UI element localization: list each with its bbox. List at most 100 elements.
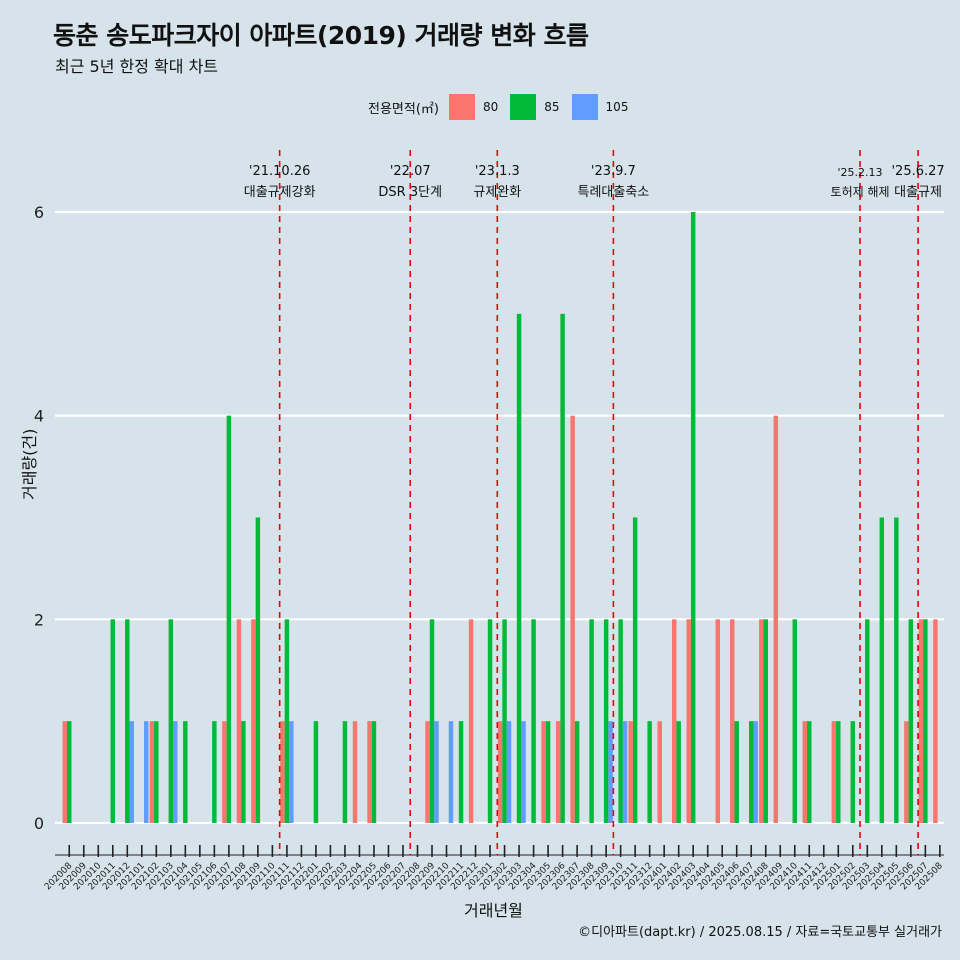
legend-swatch-85 [510, 94, 537, 120]
bar-80-202302 [497, 721, 503, 823]
y-tick-label: 0 [34, 814, 44, 833]
bar-85-202104 [183, 721, 188, 823]
bar-85-202201 [313, 721, 319, 823]
event-label: 특례대출축소 [577, 185, 649, 200]
bar-85-202407 [749, 721, 754, 823]
bar-85-202501 [836, 721, 841, 823]
bar-85-202506 [908, 619, 914, 823]
bar-85-202109 [255, 517, 261, 823]
legend-label-105: 105 [605, 100, 629, 114]
source-caption: ©디아파트(dapt.kr) / 2025.08.15 / 자료=국토교통부 실… [578, 925, 942, 940]
bar-80-202212 [468, 619, 474, 823]
bar-85-202309 [603, 619, 609, 823]
legend-label-85: 85 [544, 100, 560, 114]
bar-80-202305 [541, 721, 546, 823]
y-tick-label: 6 [34, 203, 44, 222]
bar-80-202204 [352, 721, 358, 823]
event-label: 대출규제강화 [244, 185, 316, 200]
bar-85-202503 [865, 619, 870, 823]
legend-label-80: 80 [482, 100, 499, 114]
bar-85-202406 [734, 721, 739, 823]
legend-item-80: 80 [448, 94, 499, 120]
bar-105-202101 [144, 721, 149, 823]
bar-85-202305 [545, 721, 551, 823]
event-label: 규제완화 [473, 185, 521, 200]
chart-title: 동춘 송도파크자이 아파트(2019) 거래량 변화 흐름 [53, 21, 589, 50]
legend-swatch-105 [571, 94, 598, 120]
bar-85-202403 [690, 212, 696, 823]
bar-80-202401 [657, 721, 662, 823]
bar-80-202408 [759, 619, 764, 823]
bar-85-202505 [894, 517, 899, 823]
x-axis: 2020082020092020102020112020122021012021… [43, 845, 945, 892]
event-date: '21.10.26 [249, 164, 310, 179]
bar-85-202411 [807, 721, 812, 823]
y-tick-label: 4 [34, 407, 44, 426]
bar-85-202312 [647, 721, 652, 823]
bar-80-202507 [918, 619, 924, 823]
bar-85-202108 [241, 721, 246, 823]
bar-85-202111 [284, 619, 290, 823]
bars [62, 212, 938, 823]
chart-subtitle: 최근 5년 한정 확대 차트 [55, 57, 219, 76]
bar-85-202211 [458, 721, 464, 823]
bar-80-202209 [425, 721, 430, 823]
bar-85-202310 [618, 619, 623, 823]
bar-80-202311 [628, 721, 633, 823]
bar-85-202311 [632, 517, 638, 823]
event-label: 대출규제 [894, 185, 942, 200]
bar-80-202111 [280, 721, 285, 823]
bar-85-202008 [67, 721, 72, 823]
bar-80-202402 [672, 619, 677, 823]
bar-105-202302 [506, 721, 512, 823]
bar-85-202307 [574, 721, 580, 823]
bar-85-202402 [676, 721, 681, 823]
bar-85-202502 [850, 721, 856, 823]
legend: 전용면적(㎡) 80 85 105 [368, 93, 640, 121]
bar-80-202008 [62, 721, 68, 823]
bar-85-202209 [429, 619, 435, 823]
bar-85-202203 [342, 721, 348, 823]
bar-80-202205 [367, 721, 372, 823]
legend-title: 전용면적(㎡) [368, 101, 439, 117]
bar-85-202302 [502, 619, 507, 823]
bar-80-202506 [904, 721, 909, 823]
legend-item-85: 85 [510, 94, 560, 120]
y-axis-label: 거래량(건) [20, 428, 39, 500]
event-date: '23.1.3 [475, 164, 520, 179]
event-date: '25.2.13 [838, 166, 883, 179]
bar-80-202107 [222, 721, 227, 823]
bar-85-202410 [792, 619, 797, 823]
bar-80-202406 [730, 619, 735, 823]
bar-105-202407 [753, 721, 758, 823]
bar-80-202102 [149, 721, 155, 823]
event-date: '25.6.27 [891, 164, 944, 179]
bar-105-202209 [434, 721, 439, 823]
bar-85-202107 [226, 415, 232, 823]
bar-80-202109 [251, 619, 256, 823]
bar-85-202011 [110, 619, 116, 823]
bar-85-202306 [560, 313, 565, 823]
bar-85-202205 [371, 721, 377, 823]
y-tick-label: 2 [34, 610, 44, 629]
event-label: 토허제 해제 [831, 185, 890, 199]
bar-105-202210 [448, 721, 454, 823]
bar-85-202303 [516, 313, 522, 823]
bar-105-202303 [521, 721, 526, 823]
bar-105-202310 [622, 721, 628, 823]
legend-swatch-80 [448, 94, 475, 120]
bar-85-202507 [923, 619, 928, 823]
bar-105-202309 [608, 721, 613, 823]
event-date: '22.07 [390, 164, 431, 179]
bar-105-202012 [129, 721, 134, 823]
bar-80-202405 [715, 619, 720, 823]
bar-80-202403 [686, 619, 691, 823]
event-label: DSR 3단계 [378, 185, 442, 200]
bar-80-202409 [773, 415, 779, 823]
event-lines: '21.10.26 대출규제강화 '22.07 DSR 3단계 '23.1.3 규제완화 '… [244, 150, 945, 855]
bar-80-202501 [831, 721, 837, 823]
bar-85-202308 [589, 619, 594, 823]
bar-80-202108 [236, 619, 242, 823]
bar-80-202306 [555, 721, 561, 823]
bar-85-202103 [168, 619, 174, 823]
